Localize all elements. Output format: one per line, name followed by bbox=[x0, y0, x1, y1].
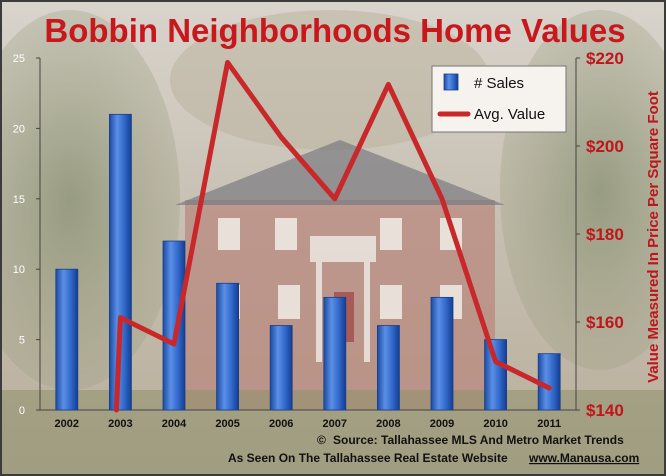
bar-sales-2004 bbox=[162, 240, 186, 411]
right-tick-label: $140 bbox=[586, 401, 624, 420]
x-tick-label: 2008 bbox=[376, 418, 400, 430]
chart-title: Bobbin Neighborhoods Home Values bbox=[44, 12, 625, 49]
right-tick-label: $200 bbox=[586, 137, 624, 156]
left-tick-label: 20 bbox=[13, 123, 25, 135]
x-tick-label: 2006 bbox=[269, 418, 293, 430]
bar-sales-2007 bbox=[323, 296, 347, 411]
bar-sales-2009 bbox=[430, 296, 454, 411]
left-axis-ticks: 0 5 10 15 20 25 bbox=[13, 53, 40, 417]
x-tick-label: 2004 bbox=[162, 418, 187, 430]
footer-seen-on: As Seen On The Tallahassee Real Estate W… bbox=[228, 451, 508, 465]
right-tick-label: $160 bbox=[586, 313, 624, 332]
left-tick-label: 25 bbox=[13, 53, 25, 65]
x-tick-label: 2005 bbox=[215, 418, 239, 430]
x-tick-label: 2011 bbox=[537, 418, 561, 430]
right-axis-ticks: $140 $160 $180 $200 $220 bbox=[576, 49, 624, 420]
legend-label-sales: # Sales bbox=[474, 75, 524, 92]
avg-value-line bbox=[113, 59, 552, 413]
bar-sales-2006 bbox=[269, 325, 293, 411]
bar-sales-2008 bbox=[376, 325, 400, 411]
avg-value-line-layer bbox=[113, 59, 552, 413]
footer-source: Source: Tallahassee MLS And Metro Market… bbox=[333, 433, 624, 447]
left-tick-label: 15 bbox=[13, 194, 25, 206]
legend-label-avg-value: Avg. Value bbox=[474, 106, 545, 123]
right-tick-label: $180 bbox=[586, 225, 624, 244]
x-tick-label: 2009 bbox=[430, 418, 454, 430]
legend-swatch-sales bbox=[443, 73, 459, 91]
right-axis-label: Value Measured In Price Per Square Foot bbox=[645, 91, 662, 383]
copyright-icon: © bbox=[317, 433, 326, 447]
x-tick-label: 2003 bbox=[108, 418, 132, 430]
x-axis-ticks: 2002 2003 2004 2005 2006 2007 2008 2009 2010 2011 bbox=[55, 418, 562, 430]
bar-sales-2005 bbox=[216, 282, 240, 411]
x-tick-label: 2002 bbox=[55, 418, 79, 430]
left-tick-label: 0 bbox=[19, 405, 25, 417]
x-tick-label: 2010 bbox=[483, 418, 507, 430]
bar-sales-2002 bbox=[55, 268, 79, 411]
x-tick-label: 2007 bbox=[323, 418, 347, 430]
left-tick-label: 10 bbox=[13, 264, 25, 276]
footer-url[interactable]: www.Manausa.com bbox=[528, 451, 639, 465]
legend: # Sales Avg. Value bbox=[431, 65, 567, 133]
footer: © Source: Tallahassee MLS And Metro Mark… bbox=[228, 433, 639, 465]
right-tick-label: $220 bbox=[586, 49, 624, 68]
bar-sales-2003 bbox=[109, 113, 132, 411]
bar-sales-2010 bbox=[484, 339, 508, 411]
sales-bars bbox=[55, 113, 561, 411]
left-tick-label: 5 bbox=[19, 335, 25, 347]
